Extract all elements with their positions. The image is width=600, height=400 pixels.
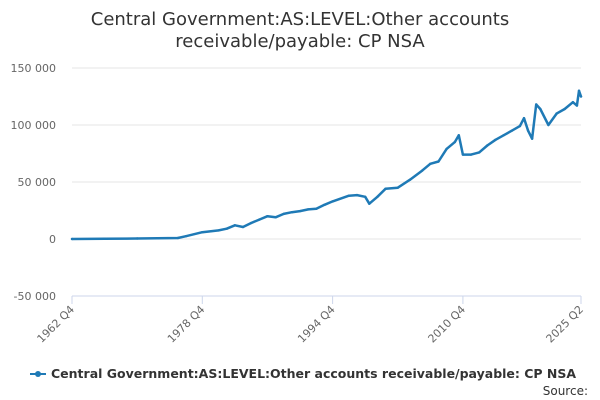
x-tick-label: 1994 Q4	[295, 303, 338, 346]
data-point[interactable]	[225, 227, 228, 230]
chart-title-line-1: Central Government:AS:LEVEL:Other accoun…	[91, 9, 509, 30]
legend-marker-icon	[35, 371, 41, 377]
data-point[interactable]	[535, 103, 538, 106]
data-point[interactable]	[579, 95, 583, 98]
legend[interactable]: Central Government:AS:LEVEL:Other accoun…	[30, 366, 576, 381]
data-point[interactable]	[494, 138, 497, 141]
data-point[interactable]	[266, 215, 269, 218]
data-point[interactable]	[526, 129, 530, 132]
x-axis-ticks: 1962 Q4 1978 Q4 1994 Q4 2010 Q4 2025 Q2	[35, 296, 587, 346]
data-point[interactable]	[376, 195, 379, 198]
data-point[interactable]	[571, 101, 575, 104]
data-point[interactable]	[502, 134, 505, 137]
data-point[interactable]	[384, 187, 387, 190]
data-point[interactable]	[136, 237, 139, 240]
y-tick-label: 50 000	[18, 176, 57, 189]
data-point[interactable]	[396, 186, 399, 189]
data-point[interactable]	[274, 216, 277, 219]
data-point[interactable]	[258, 218, 261, 221]
data-point[interactable]	[518, 124, 522, 128]
data-point[interactable]	[217, 229, 220, 232]
data-point[interactable]	[539, 107, 542, 111]
x-tick-label: 2010 Q4	[425, 303, 468, 346]
data-point[interactable]	[290, 211, 294, 214]
data-point[interactable]	[364, 195, 367, 198]
data-point[interactable]	[555, 112, 558, 115]
data-point[interactable]	[461, 153, 465, 156]
y-tick-label: 150 000	[11, 62, 57, 75]
y-axis-tick-labels: 150 000 100 000 50 000 0 -50 000	[11, 62, 57, 303]
data-point[interactable]	[184, 235, 188, 238]
x-tick-label: 1962 Q4	[35, 303, 78, 346]
data-point[interactable]	[453, 140, 456, 144]
data-point[interactable]	[282, 212, 285, 216]
data-point[interactable]	[577, 89, 581, 93]
grid-lines	[72, 67, 581, 297]
data-point[interactable]	[469, 153, 473, 156]
data-point[interactable]	[510, 129, 513, 132]
data-point[interactable]	[563, 107, 566, 111]
data-point[interactable]	[429, 162, 432, 165]
data-point[interactable]	[421, 169, 424, 172]
x-tick-label: 2025 Q2	[544, 303, 587, 346]
data-point[interactable]	[575, 104, 579, 107]
data-point[interactable]	[176, 236, 180, 240]
data-point[interactable]	[323, 203, 326, 206]
data-point[interactable]	[307, 208, 310, 211]
data-point[interactable]	[298, 209, 302, 213]
series-line[interactable]	[70, 89, 583, 241]
data-point[interactable]	[250, 221, 253, 225]
data-point[interactable]	[103, 237, 106, 240]
data-point[interactable]	[331, 200, 334, 203]
data-point[interactable]	[445, 147, 448, 151]
data-point[interactable]	[408, 178, 412, 181]
data-point[interactable]	[201, 231, 204, 234]
data-point[interactable]	[522, 117, 526, 120]
data-point[interactable]	[70, 237, 74, 241]
data-point[interactable]	[437, 160, 440, 163]
chart-title-line-2: receivable/payable: CP NSA	[175, 31, 425, 52]
y-tick-label: 0	[49, 233, 56, 246]
y-tick-label: 100 000	[11, 119, 57, 132]
data-point[interactable]	[347, 194, 351, 197]
series-layer	[70, 89, 583, 241]
y-tick-label: -50 000	[14, 290, 56, 303]
data-point[interactable]	[530, 137, 534, 140]
data-point[interactable]	[547, 123, 550, 127]
x-tick-label: 1978 Q4	[165, 303, 208, 346]
data-point[interactable]	[478, 151, 481, 154]
source-label: Source:	[543, 384, 588, 398]
data-point[interactable]	[368, 202, 371, 205]
data-point[interactable]	[355, 193, 359, 197]
data-point[interactable]	[315, 207, 318, 210]
legend-item-label[interactable]: Central Government:AS:LEVEL:Other accoun…	[51, 366, 576, 381]
data-point[interactable]	[241, 225, 245, 229]
data-point[interactable]	[457, 134, 460, 137]
data-point[interactable]	[233, 224, 237, 227]
data-point[interactable]	[486, 144, 489, 147]
